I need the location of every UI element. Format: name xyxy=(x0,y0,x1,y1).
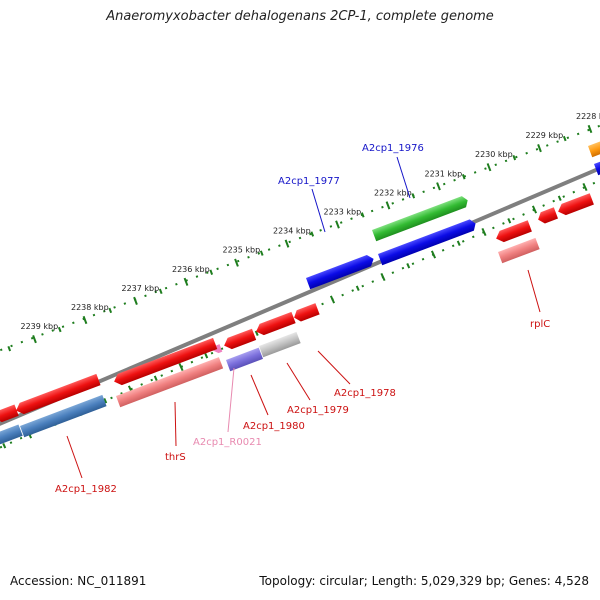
tick-label: 2234 kbp xyxy=(273,227,311,236)
inner-tick xyxy=(355,285,360,291)
label-a2cp1-1977: A2cp1_1977 xyxy=(278,176,340,187)
gene-edge-steel[interactable] xyxy=(0,424,23,445)
inner-tick xyxy=(456,240,461,246)
inner-tick xyxy=(103,398,108,404)
inner-tick xyxy=(380,272,386,282)
major-tick xyxy=(284,239,290,248)
label-rplc: rplC xyxy=(530,319,550,330)
inner-tick xyxy=(582,182,588,192)
major-tick xyxy=(587,124,593,134)
major-tick xyxy=(234,258,239,267)
callout-lines xyxy=(66,156,541,479)
minor-tick xyxy=(7,345,12,352)
label-a2cp1-1979: A2cp1_1979 xyxy=(287,405,349,416)
gene-rplc[interactable] xyxy=(498,237,540,264)
map-title: Anaeromyxobacter dehalogenans 2CP-1, com… xyxy=(106,9,494,24)
gene-a2cp1-1976[interactable] xyxy=(372,195,470,242)
genome-summary-text: Topology: circular; Length: 5,029,329 bp… xyxy=(259,574,589,588)
inner-tick xyxy=(507,218,512,224)
inner-tick xyxy=(406,263,411,269)
tick-label: 2231 kbp xyxy=(425,169,463,178)
inner-tick xyxy=(2,443,7,449)
gene-a2cp1-1978[interactable] xyxy=(292,303,320,323)
ruler-tick-labels: 2228 kbp 2229 kbp 2230 kbp 2231 kbp 2232 kbp… xyxy=(21,112,600,331)
inner-tick xyxy=(430,250,437,259)
gene-a2cp1-1980[interactable] xyxy=(222,328,257,352)
gene-thrs[interactable] xyxy=(112,337,218,387)
gene-a2cp1-1979[interactable] xyxy=(254,311,296,337)
inner-tick xyxy=(153,375,158,381)
major-tick xyxy=(436,182,441,191)
gene-a2cp1-1982-rna[interactable] xyxy=(20,394,107,438)
minor-tick xyxy=(562,135,567,142)
minor-tick xyxy=(57,326,62,333)
label-a2cp1-1980: A2cp1_1980 xyxy=(243,421,305,432)
major-tick xyxy=(537,144,542,153)
label-thrs: thrS xyxy=(165,452,186,463)
major-tick xyxy=(82,315,88,325)
forward-track xyxy=(306,138,600,290)
label-a2cp1-r0021: A2cp1_R0021 xyxy=(193,437,262,448)
major-tick xyxy=(32,335,37,344)
tick-label: 2228 kbp xyxy=(576,112,600,121)
tick-label: 2236 kbp xyxy=(172,265,210,274)
gene-a2cp1-1979-rna[interactable] xyxy=(259,331,301,358)
tick-label: 2237 kbp xyxy=(122,284,160,293)
outer-ruler xyxy=(0,124,600,352)
tick-label: 2235 kbp xyxy=(223,246,261,255)
tick-label: 2229 kbp xyxy=(526,131,564,140)
gene-reverse-1[interactable] xyxy=(556,193,594,217)
tick-label: 2238 kbp xyxy=(71,303,109,312)
tick-label: 2239 kbp xyxy=(21,322,59,331)
minor-tick xyxy=(259,250,264,256)
inner-tick xyxy=(329,295,336,304)
minor-tick xyxy=(512,154,517,161)
gene-a2cp1-1976-cds[interactable] xyxy=(378,218,478,266)
minor-tick xyxy=(461,174,466,180)
inner-tick xyxy=(481,227,487,237)
tick-label: 2232 kbp xyxy=(374,188,412,197)
label-a2cp1-1978: A2cp1_1978 xyxy=(334,388,396,399)
inner-tick xyxy=(204,353,209,359)
minor-tick xyxy=(411,193,416,199)
gene-edge-blue[interactable] xyxy=(594,159,600,176)
inner-tick xyxy=(254,330,259,336)
gene-reverse-2[interactable] xyxy=(536,207,559,225)
minor-tick xyxy=(209,269,214,275)
minor-tick xyxy=(310,231,315,237)
gene-edge-orange[interactable] xyxy=(588,138,600,158)
major-tick xyxy=(133,296,138,305)
label-a2cp1-1976: A2cp1_1976 xyxy=(362,143,424,154)
inner-tick xyxy=(531,205,538,214)
gene-a2cp1-1980-rna[interactable] xyxy=(226,347,263,372)
gene-a2cp1-1982[interactable] xyxy=(14,373,101,416)
gene-edge-red[interactable] xyxy=(0,404,19,425)
gene-labels: A2cp1_1976 A2cp1_1977 rplC A2cp1_1978 A2… xyxy=(55,143,550,495)
label-a2cp1-1982: A2cp1_1982 xyxy=(55,484,117,495)
gene-a2cp1-1977[interactable] xyxy=(306,253,376,290)
minor-tick xyxy=(108,307,113,314)
tick-label: 2230 kbp xyxy=(475,150,513,159)
inner-tick xyxy=(557,195,562,201)
major-tick xyxy=(183,277,189,286)
major-tick xyxy=(335,220,340,229)
gene-reverse-3[interactable] xyxy=(494,220,532,244)
accession-text: Accession: NC_011891 xyxy=(10,574,147,588)
reverse-track xyxy=(0,193,594,445)
inner-tick xyxy=(178,362,184,372)
minor-tick xyxy=(360,212,365,218)
minor-tick xyxy=(158,288,163,295)
major-tick xyxy=(486,163,492,172)
major-tick xyxy=(385,201,391,210)
tick-label: 2233 kbp xyxy=(324,208,362,217)
gene-thrs-rna[interactable] xyxy=(116,357,224,408)
